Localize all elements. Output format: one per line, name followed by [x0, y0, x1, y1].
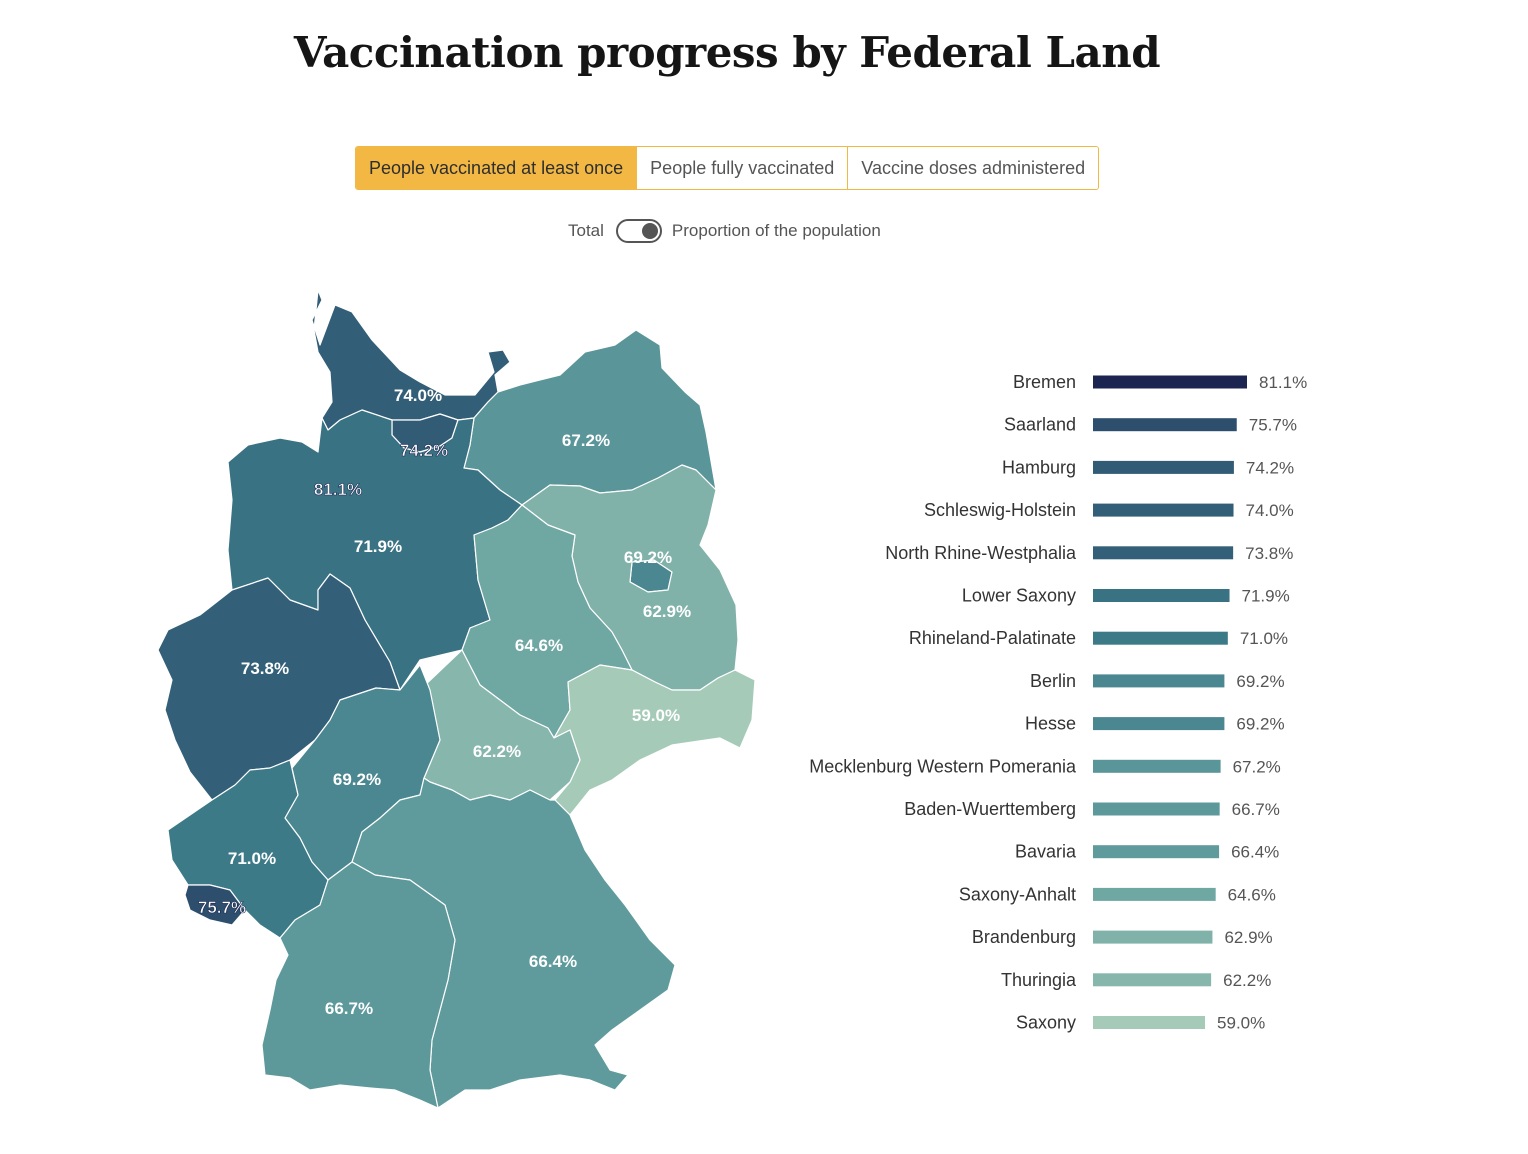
bar-berlin [1093, 674, 1225, 688]
bar-baden-wuerttemberg [1093, 802, 1220, 816]
tab-fully-vaccinated[interactable]: People fully vaccinated [636, 147, 848, 189]
bar-thuringia [1093, 973, 1212, 987]
bar-category-label: Berlin [1030, 671, 1076, 691]
bar-category-label: Saxony [1016, 1013, 1076, 1033]
tab-doses-administered[interactable]: Vaccine doses administered [847, 147, 1099, 189]
bar-value-label: 67.2% [1233, 757, 1281, 776]
bar-value-label: 59.0% [1217, 1014, 1265, 1033]
bar-value-label: 66.4% [1231, 843, 1279, 862]
bar-value-label: 69.2% [1236, 715, 1284, 734]
toggle-left-label: Total [568, 221, 604, 240]
state-saarland[interactable] [184, 884, 246, 926]
metric-tabs: People vaccinated at least once People f… [355, 146, 1100, 190]
state-saxony[interactable] [553, 664, 756, 816]
ranking-bar-chart: Bremen 81.1% Saarland 75.7% Hamburg 74.2% Schl… [809, 372, 1307, 1033]
bar-row-lower-saxony: Lower Saxony 71.9% [962, 586, 1290, 606]
map-label-lower-saxony: 71.9% [354, 537, 402, 556]
bar-row-saarland: Saarland 75.7% [1004, 415, 1297, 435]
map-label-saarland: 75.7% [198, 898, 246, 917]
bar-value-label: 64.6% [1228, 885, 1276, 904]
bar-value-label: 71.9% [1242, 587, 1290, 606]
bar-row-bremen: Bremen 81.1% [1013, 372, 1307, 392]
bar-row-bavaria: Bavaria 66.4% [1015, 842, 1279, 862]
bar-value-label: 74.2% [1246, 458, 1294, 477]
state-baden-wuerttemberg[interactable] [261, 861, 456, 1109]
bar-category-label: Brandenburg [972, 927, 1076, 947]
bar-row-rhineland-palatinate: Rhineland-Palatinate 71.0% [909, 628, 1288, 648]
map-label-mecklenburg-western-pomerania: 67.2% [562, 431, 610, 450]
bar-row-schleswig-holstein: Schleswig-Holstein 74.0% [924, 500, 1294, 520]
map-label-thuringia: 62.2% [473, 742, 521, 761]
bar-category-label: Bremen [1013, 372, 1076, 392]
total-proportion-toggle-row: Total Proportion of the population [568, 217, 881, 245]
bar-north-rhine-westphalia [1093, 546, 1234, 560]
map-label-saxony-anhalt: 64.6% [515, 636, 563, 655]
bar-category-label: North Rhine-Westphalia [885, 543, 1077, 563]
bar-bavaria [1093, 845, 1220, 859]
total-proportion-toggle[interactable] [615, 219, 662, 243]
toggle-right-label: Proportion of the population [671, 221, 881, 240]
bar-row-north-rhine-westphalia: North Rhine-Westphalia 73.8% [885, 543, 1293, 563]
map-label-baden-wuerttemberg: 66.7% [325, 999, 373, 1018]
bar-category-label: Rhineland-Palatinate [909, 628, 1076, 648]
bar-value-label: 73.8% [1245, 544, 1293, 563]
map-label-berlin: 69.2% [624, 548, 672, 567]
bar-category-label: Saarland [1004, 415, 1076, 435]
germany-map: 74.0% 74.2% 67.2% 81.1% 71.9% 69.2% 62.9% 73.8%… [157, 289, 756, 1109]
bar-rhineland-palatinate [1093, 631, 1228, 645]
bar-category-label: Thuringia [1001, 970, 1077, 990]
bar-brandenburg [1093, 930, 1213, 944]
map-label-saxony: 59.0% [632, 706, 680, 725]
bar-row-mecklenburg-western-pomerania: Mecklenburg Western Pomerania 67.2% [809, 756, 1281, 776]
bar-category-label: Saxony-Anhalt [959, 884, 1076, 904]
bar-category-label: Mecklenburg Western Pomerania [809, 756, 1077, 776]
bar-row-baden-wuerttemberg: Baden-Wuerttemberg 66.7% [904, 799, 1280, 819]
bar-value-label: 69.2% [1236, 672, 1284, 691]
map-label-bremen: 81.1% [314, 480, 362, 499]
bar-schleswig-holstein [1093, 503, 1234, 517]
toggle-knob [641, 223, 658, 239]
bar-category-label: Bavaria [1015, 842, 1077, 862]
bar-saxony-anhalt [1093, 887, 1216, 901]
map-label-rhineland-palatinate: 71.0% [228, 849, 276, 868]
map-label-schleswig-holstein: 74.0% [394, 386, 442, 405]
bar-mecklenburg-western-pomerania [1093, 759, 1221, 773]
bar-category-label: Hesse [1025, 714, 1076, 734]
bar-category-label: Schleswig-Holstein [924, 500, 1076, 520]
map-label-bavaria: 66.4% [529, 952, 577, 971]
bar-category-label: Baden-Wuerttemberg [904, 799, 1076, 819]
map-label-hamburg: 74.2% [400, 441, 448, 460]
bar-hamburg [1093, 460, 1234, 474]
bar-row-hamburg: Hamburg 74.2% [1002, 457, 1294, 477]
tab-vaccinated-at-least-once[interactable]: People vaccinated at least once [356, 147, 637, 189]
bar-value-label: 81.1% [1259, 373, 1307, 392]
bar-row-berlin: Berlin 69.2% [1030, 671, 1285, 691]
map-label-hesse: 69.2% [333, 770, 381, 789]
page-title: Vaccination progress by Federal Land [293, 28, 1161, 77]
bar-hesse [1093, 717, 1225, 731]
bar-bremen [1093, 375, 1247, 389]
state-schleswig-holstein[interactable] [311, 289, 511, 431]
bar-saarland [1093, 418, 1237, 432]
bar-category-label: Lower Saxony [962, 586, 1076, 606]
bar-value-label: 62.2% [1223, 971, 1271, 990]
bar-saxony [1093, 1016, 1206, 1029]
bar-row-hesse: Hesse 69.2% [1025, 714, 1285, 734]
map-label-brandenburg: 62.9% [643, 602, 691, 621]
bar-value-label: 71.0% [1240, 629, 1288, 648]
bar-lower-saxony [1093, 589, 1230, 602]
bar-value-label: 62.9% [1224, 928, 1272, 947]
bar-value-label: 74.0% [1246, 501, 1294, 520]
bar-row-saxony: Saxony 59.0% [1016, 1013, 1265, 1033]
bar-category-label: Hamburg [1002, 457, 1076, 477]
bar-value-label: 66.7% [1232, 800, 1280, 819]
bar-value-label: 75.7% [1249, 416, 1297, 435]
bar-row-saxony-anhalt: Saxony-Anhalt 64.6% [959, 884, 1276, 904]
bar-row-brandenburg: Brandenburg 62.9% [972, 927, 1273, 947]
map-label-north-rhine-westphalia: 73.8% [241, 659, 289, 678]
bar-row-thuringia: Thuringia 62.2% [1001, 970, 1271, 990]
